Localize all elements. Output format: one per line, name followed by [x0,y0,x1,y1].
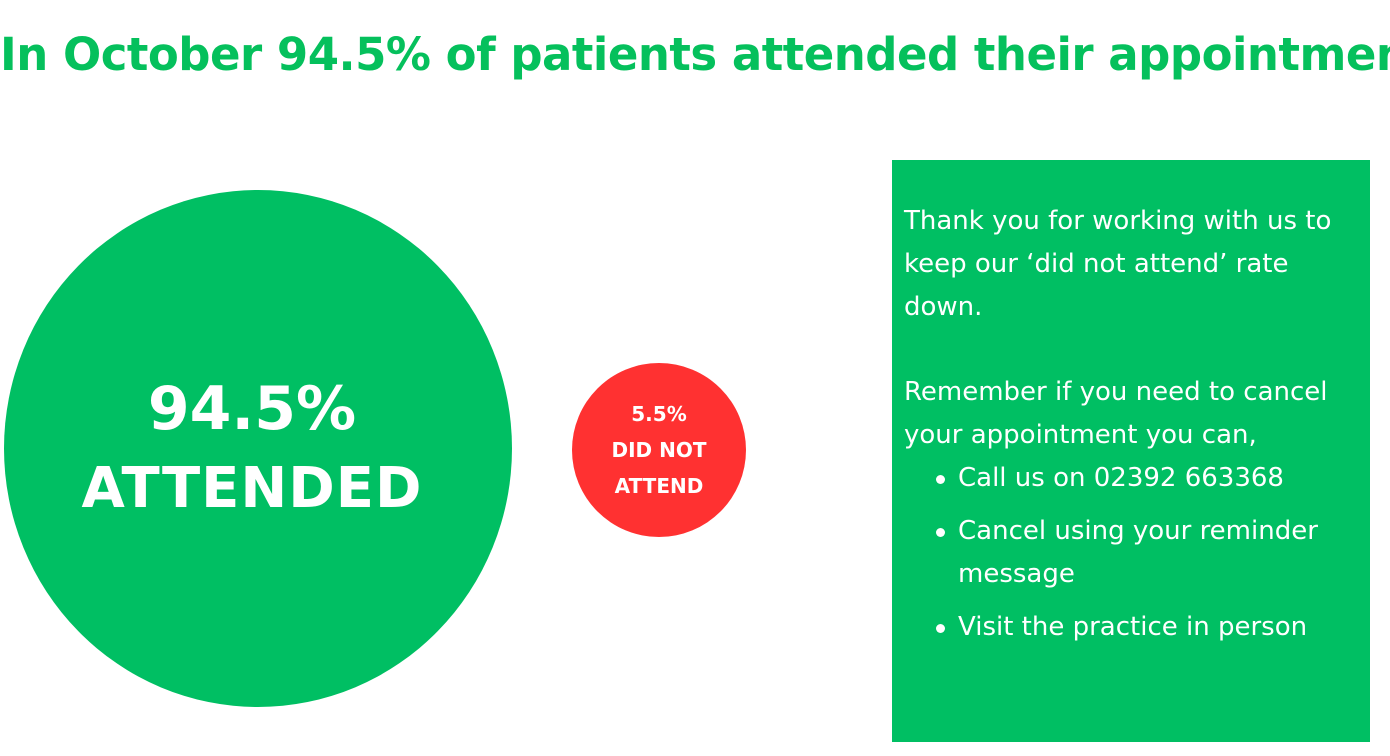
did-not-attend-label-line1: DID NOT [611,438,707,462]
cancel-option-reminder: Cancel using your reminder message [958,516,1318,589]
list-item: Visit the practice in person [934,606,1358,649]
attended-percent: 94.5% [147,373,357,444]
did-not-attend-circle: 5.5% DID NOT ATTEND [572,363,746,537]
list-item: Call us on 02392 663368 [934,457,1358,500]
cancel-option-phone: Call us on 02392 663368 [958,463,1284,493]
cancel-option-visit: Visit the practice in person [958,612,1308,642]
page-title: In October 94.5% of patients attended th… [0,28,1390,81]
bullet-icon [936,475,945,484]
did-not-attend-label-line2: ATTEND [614,474,704,498]
attended-circle: 94.5% ATTENDED [4,190,512,707]
cancel-options-list: Call us on 02392 663368 Cancel using you… [904,457,1358,649]
bullet-icon [936,624,945,633]
bullet-icon [936,528,945,537]
attended-label: ATTENDED [81,455,423,521]
list-item: Cancel using your reminder message [934,510,1358,596]
thank-you-text: Thank you for working with us to keep ou… [904,206,1332,322]
did-not-attend-percent: 5.5% [631,402,687,426]
remember-text: Remember if you need to cancel your appo… [904,377,1328,450]
info-box: Thank you for working with us to keep ou… [892,160,1370,742]
